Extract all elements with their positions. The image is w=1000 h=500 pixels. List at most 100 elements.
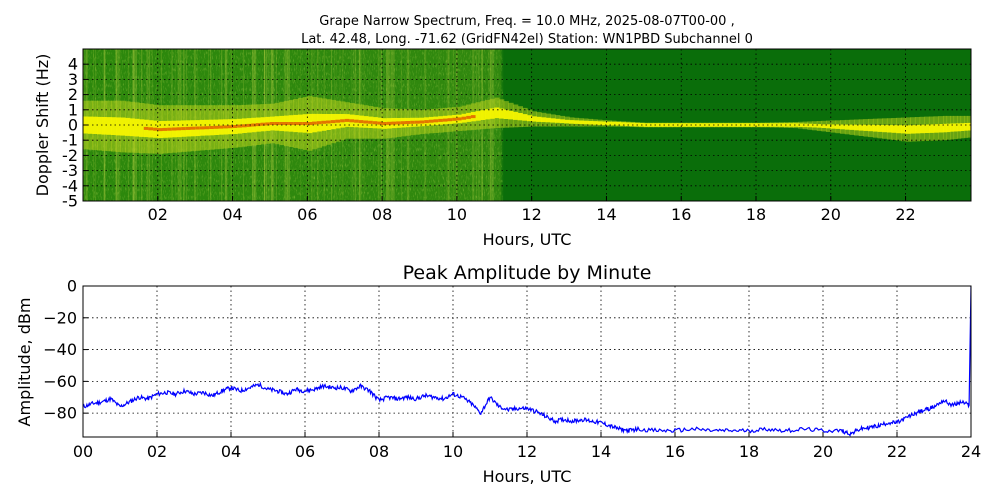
spectrogram-signal-core [882, 125, 888, 133]
spectrogram-signal-peak [246, 123, 252, 127]
spectrogram-x-tick-label: 08 [372, 205, 392, 224]
spectrogram-signal-core [863, 124, 869, 131]
spectrogram-signal-peak [204, 126, 210, 130]
spectrogram-x-tick-label: 18 [746, 205, 766, 224]
spectrogram-signal-peak [410, 120, 416, 124]
amplitude-y-ticks: 0 −20 −40 −60 −80 [43, 277, 88, 423]
spectrogram-signal-core [517, 113, 523, 121]
spectrogram-signal-peak [298, 122, 304, 125]
spectrogram-signal-peak [438, 118, 444, 122]
spectrogram-signal-core [737, 123, 743, 127]
spectrogram-signal-peak [433, 119, 439, 123]
spectrogram-x-tick-label: 22 [895, 205, 915, 224]
spectrogram-signal-peak [153, 127, 159, 131]
spectrogram-signal-core [695, 123, 701, 127]
spectrogram-signal-core [924, 124, 930, 133]
spectrogram-signal-core [723, 123, 729, 127]
spectrogram-signal-core [87, 116, 93, 134]
spectrogram-signal-peak [470, 115, 477, 119]
spectrogram-signal-peak [237, 124, 243, 128]
spectrogram-signal-core [615, 122, 622, 126]
spectrogram-signal-peak [335, 119, 341, 123]
amplitude-y-label: Amplitude, dBm [15, 298, 34, 427]
amplitude-y-tick-label: −60 [43, 372, 77, 391]
spectrogram-signal-core [541, 117, 547, 123]
spectrogram-signal-peak [260, 122, 266, 126]
spectrogram-signal-peak [466, 115, 472, 119]
spectrogram-signal-core [503, 109, 509, 119]
spectrogram-signal-core [120, 117, 126, 136]
spectrogram-x-tick-label: 10 [447, 205, 467, 224]
spectrogram-signal-core [522, 114, 528, 121]
spectrogram-signal-core [475, 111, 481, 121]
amplitude-x-tick-label: 12 [517, 442, 537, 461]
spectrogram-signal-core [657, 123, 664, 127]
spectrogram-signal-core [779, 123, 785, 127]
spectrogram-signal-peak [181, 127, 187, 131]
spectrogram-signal-peak [396, 121, 402, 125]
spectrogram-signal-core [531, 116, 537, 122]
spectrogram-signal [83, 96, 971, 154]
spectrogram-signal-core [844, 124, 851, 130]
spectrogram-signal-core [555, 118, 561, 123]
spectrogram-signal-core [891, 125, 897, 133]
spectrogram-y-tick-label: 0 [68, 116, 78, 135]
spectrogram-signal-core [494, 107, 500, 119]
spectrogram-signal-peak [302, 122, 308, 125]
spectrogram-signal-core [699, 123, 706, 127]
spectrogram-signal-core [611, 121, 617, 126]
amplitude-x-tick-label: 02 [147, 442, 167, 461]
spectrogram-signal-core [928, 124, 935, 133]
spectrogram-signal-peak [265, 122, 271, 126]
spectrogram-signal-peak [312, 121, 318, 125]
spectrogram-signal-peak [414, 120, 421, 124]
spectrogram-signal-core [953, 123, 958, 132]
spectrogram-y-tick-label: 3 [68, 70, 78, 89]
spectrogram-signal-core [499, 108, 505, 119]
spectrogram-signal-core [690, 123, 696, 127]
spectrogram-signal-core [950, 123, 955, 132]
spectrogram-signal-core [129, 118, 135, 137]
spectrogram-signal-peak [372, 121, 379, 125]
spectrogram-signal-peak [284, 122, 290, 125]
spectrogram-signal-core [788, 123, 794, 127]
spectrogram-y-label: Doppler Shift (Hz) [33, 54, 52, 197]
spectrogram-x-tick-label: 20 [821, 205, 841, 224]
spectrogram-signal-peak [209, 126, 215, 129]
spectrogram-signal-peak [386, 121, 393, 125]
spectrogram-signal-core [854, 124, 860, 131]
amplitude-title: Peak Amplitude by Minute [403, 262, 652, 284]
spectrogram-signal-peak [199, 126, 206, 130]
spectrogram-signal-core [835, 124, 841, 129]
spectrogram-signal-core [527, 115, 533, 122]
spectrogram-signal-peak [447, 118, 453, 122]
spectrogram-signal-peak [307, 122, 313, 125]
spectrogram-signal-core [784, 123, 790, 127]
amplitude-x-ticks: 00 02 04 06 08 10 12 14 16 18 20 22 24 [73, 432, 981, 461]
amplitude-x-tick-label: 22 [887, 442, 907, 461]
spectrogram-signal-peak [405, 121, 411, 124]
amplitude-x-tick-label: 10 [443, 442, 463, 461]
spectrogram-signal-core [111, 117, 117, 135]
amplitude-panel: Peak Amplitude by Minute 00 02 04 06 08 10 12 1… [15, 262, 981, 486]
amplitude-x-tick-label: 06 [295, 442, 315, 461]
spectrogram-signal-core [536, 116, 542, 122]
spectrogram-signal-core [967, 122, 971, 131]
spectrogram-signal-peak [382, 122, 388, 125]
spectrogram-signal-peak [363, 120, 369, 124]
spectrogram-signal-peak [232, 125, 238, 128]
spectrogram-signal-peak [419, 120, 425, 124]
spectrogram-signal-peak [424, 120, 430, 124]
spectrogram-x-tick-label: 14 [596, 205, 616, 224]
spectrogram-signal-peak [167, 127, 173, 131]
spectrogram-signal-core [849, 124, 855, 130]
spectrogram-signal-peak [321, 120, 327, 124]
spectrogram-signal-core [115, 117, 121, 136]
spectrogram-signal-core [513, 111, 519, 120]
spectrogram-signal-core [667, 123, 673, 127]
spectrogram-signal-core [601, 121, 608, 126]
spectrogram-x-tick-label: 12 [521, 205, 541, 224]
spectrogram-signal-core [896, 125, 902, 134]
